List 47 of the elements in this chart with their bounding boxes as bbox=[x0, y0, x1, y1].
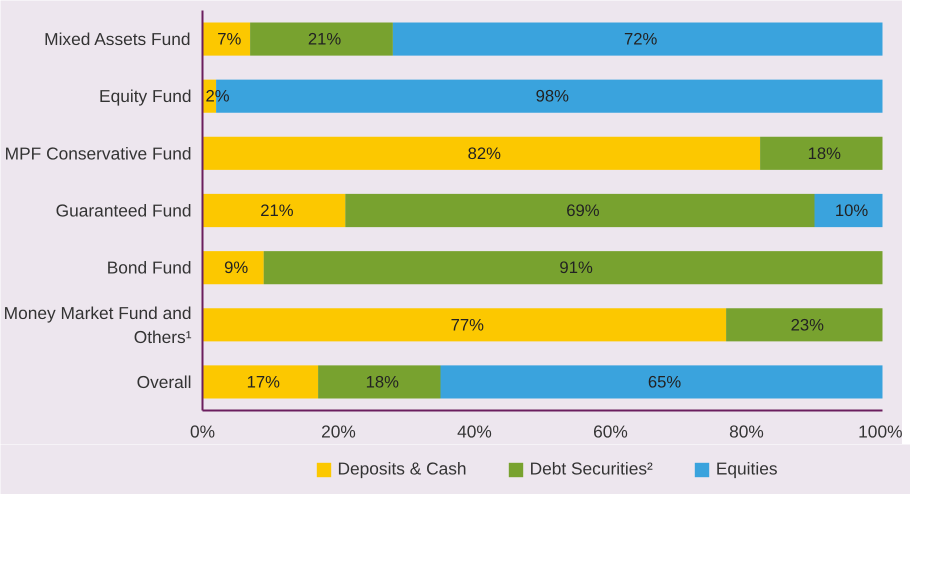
y-tick-label: MPF Conservative Fund bbox=[4, 143, 192, 164]
data-label: 7% bbox=[217, 30, 242, 49]
bar bbox=[392, 22, 882, 56]
legend-label: Equities bbox=[716, 458, 778, 480]
bar bbox=[318, 365, 440, 398]
y-tick-label: Equity Fund bbox=[99, 86, 192, 106]
bar bbox=[760, 136, 882, 170]
bar bbox=[202, 365, 318, 398]
bar bbox=[814, 194, 882, 228]
data-label: 77% bbox=[450, 315, 484, 334]
y-tick-label: Money Market Fund and Others¹ bbox=[4, 302, 192, 347]
bar bbox=[202, 22, 250, 56]
data-label: 72% bbox=[624, 30, 658, 49]
y-tick-label: Mixed Assets Fund bbox=[44, 29, 191, 50]
bar bbox=[202, 136, 760, 170]
y-tick-label: Overall bbox=[136, 372, 192, 392]
x-tick-label: 100% bbox=[858, 422, 903, 442]
data-label: 9% bbox=[224, 258, 248, 278]
data-label: 10% bbox=[834, 201, 868, 220]
y-tick-label: Guaranteed Fund bbox=[56, 200, 192, 220]
bar bbox=[202, 308, 726, 342]
legend-label: Debt Securities² bbox=[530, 458, 653, 480]
data-label: 21% bbox=[260, 201, 294, 220]
x-tick-label: 20% bbox=[321, 422, 356, 442]
bar bbox=[345, 194, 814, 228]
data-label: 69% bbox=[566, 201, 600, 220]
bar bbox=[202, 194, 346, 228]
data-label: 18% bbox=[808, 144, 842, 163]
data-label: 98% bbox=[536, 86, 570, 106]
bar bbox=[250, 22, 393, 56]
bar bbox=[440, 365, 882, 398]
legend-label: Deposits & Cash bbox=[338, 458, 467, 480]
data-label: 23% bbox=[790, 315, 824, 334]
data-label: 65% bbox=[648, 372, 682, 392]
data-label: 21% bbox=[308, 30, 342, 49]
x-tick-label: 80% bbox=[729, 422, 764, 442]
bar bbox=[264, 251, 882, 284]
data-label: 91% bbox=[559, 258, 593, 278]
x-tick-label: 0% bbox=[190, 422, 216, 442]
data-label: 18% bbox=[366, 372, 400, 392]
bar bbox=[726, 308, 882, 342]
x-tick-label: 60% bbox=[593, 422, 628, 442]
data-label: 17% bbox=[246, 372, 280, 392]
x-tick-label: 40% bbox=[457, 422, 492, 442]
data-label: 82% bbox=[468, 144, 502, 163]
bar bbox=[202, 251, 264, 284]
y-tick-label: Bond Fund bbox=[106, 258, 192, 278]
